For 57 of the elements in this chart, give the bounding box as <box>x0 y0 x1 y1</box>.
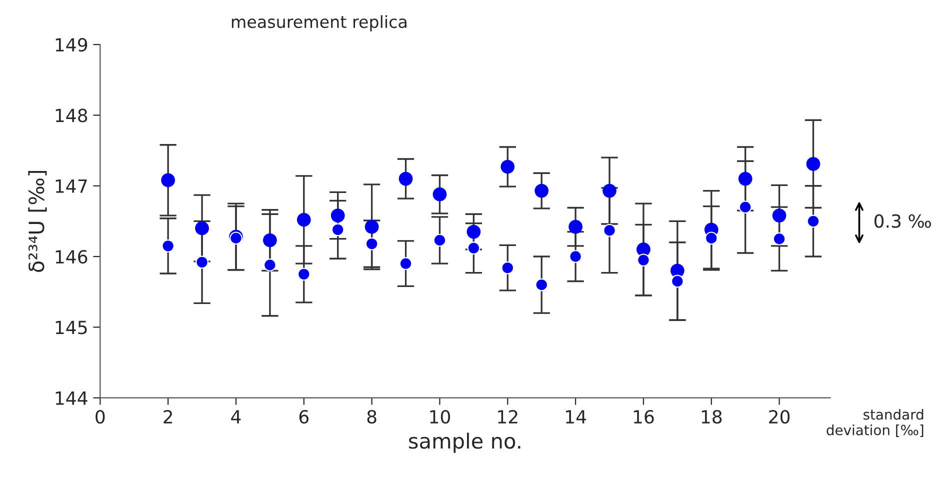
point <box>806 157 820 171</box>
text: standard deviation [‰] <box>826 409 924 437</box>
text: 0.3 ‰ <box>874 214 931 228</box>
point <box>195 221 209 236</box>
point <box>534 184 549 198</box>
x-tick-label: 6 <box>299 410 308 424</box>
point <box>398 172 413 186</box>
point <box>330 208 345 222</box>
point <box>432 187 447 202</box>
point <box>433 234 446 247</box>
point <box>162 239 175 252</box>
point <box>399 257 412 270</box>
x-tick-label: 8 <box>367 410 376 424</box>
point <box>670 274 684 288</box>
point <box>704 232 718 245</box>
x-tick-label: 0 <box>96 410 105 424</box>
point <box>296 212 311 227</box>
point <box>738 200 752 214</box>
point <box>262 233 277 248</box>
point <box>263 258 276 272</box>
point <box>568 220 582 234</box>
x-tick-label: 16 <box>634 410 654 424</box>
x-tick-label: 14 <box>566 410 586 424</box>
point <box>297 268 310 281</box>
x-tick-label: 18 <box>702 410 722 424</box>
y-axis-title: δ²³⁴U [‰] <box>28 171 47 272</box>
point <box>466 224 481 239</box>
point <box>569 250 582 263</box>
point <box>603 224 616 237</box>
point <box>331 223 344 236</box>
y-tick-label: 148 <box>56 108 88 122</box>
point <box>535 278 548 292</box>
x-tick-label: 12 <box>498 410 518 424</box>
point <box>500 160 515 174</box>
x-tick-label: 20 <box>769 410 790 424</box>
point <box>772 232 786 246</box>
y-tick-label: 147 <box>56 180 87 193</box>
y-tick-label: 144 <box>56 392 88 405</box>
y-tick-label: 145 <box>56 320 87 334</box>
y-tick-label: 146 <box>56 250 88 264</box>
point <box>467 242 480 254</box>
x-tick-label: 10 <box>430 410 450 424</box>
x-tick-label: 2 <box>164 410 172 424</box>
point <box>738 172 752 186</box>
point <box>806 214 820 228</box>
point <box>365 237 378 250</box>
x-tick-label: 4 <box>231 410 241 424</box>
point <box>501 261 514 274</box>
point <box>196 256 208 269</box>
chart-title: measurement replica <box>232 15 406 32</box>
y-tick-label: 149 <box>56 38 88 52</box>
point <box>637 254 650 266</box>
point <box>364 220 379 234</box>
point <box>772 208 786 222</box>
point <box>161 173 176 188</box>
point <box>602 184 616 198</box>
x-axis-title: sample no. <box>409 432 520 453</box>
